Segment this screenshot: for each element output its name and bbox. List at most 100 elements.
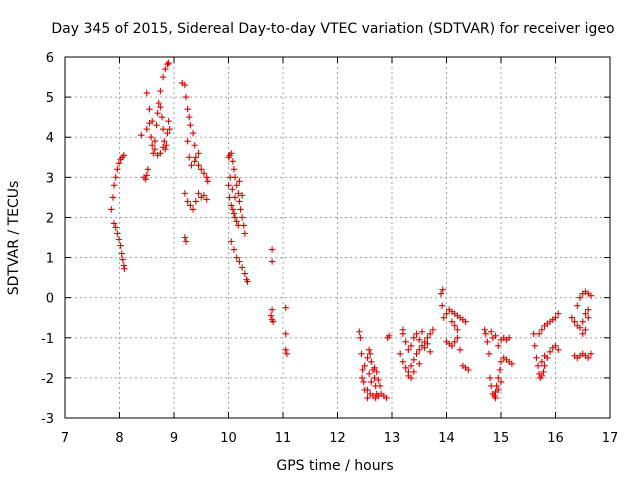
data-point	[576, 324, 584, 331]
data-point	[240, 222, 247, 229]
data-point	[495, 386, 502, 394]
series-group	[437, 286, 472, 374]
x-tick-label: 16	[547, 431, 564, 446]
data-point	[571, 318, 578, 325]
data-point	[186, 154, 193, 161]
data-point	[360, 378, 367, 386]
data-point	[233, 254, 240, 261]
y-tick-label: 4	[46, 131, 54, 146]
data-point	[117, 242, 124, 249]
data-point	[149, 142, 156, 149]
data-point	[231, 194, 239, 201]
data-point	[552, 342, 559, 349]
y-tick-label: -2	[41, 372, 54, 387]
data-point	[118, 250, 125, 257]
data-point	[482, 330, 489, 337]
data-point	[439, 286, 446, 293]
data-point	[155, 99, 162, 107]
data-point	[568, 314, 576, 321]
data-point	[552, 314, 559, 321]
data-point	[508, 360, 516, 368]
series-group	[108, 152, 128, 272]
data-point	[195, 190, 202, 197]
data-point	[229, 206, 237, 213]
y-tick-label: 2	[46, 211, 54, 226]
data-point	[154, 109, 161, 117]
data-point	[440, 314, 447, 321]
data-point	[574, 302, 581, 309]
data-point	[484, 338, 491, 345]
data-point	[426, 330, 434, 337]
data-point	[182, 93, 190, 101]
data-point	[164, 61, 171, 68]
data-point	[579, 318, 586, 325]
data-point	[486, 374, 494, 382]
data-point	[407, 374, 415, 382]
data-point	[151, 146, 159, 153]
data-point	[233, 218, 240, 225]
data-point	[359, 366, 366, 374]
data-point	[236, 258, 243, 265]
data-point	[357, 334, 364, 341]
data-point	[189, 130, 197, 137]
data-point	[166, 126, 173, 133]
x-tick-label: 17	[602, 431, 619, 446]
data-point	[181, 234, 189, 241]
y-tick-label: -3	[41, 412, 54, 427]
data-point	[143, 89, 150, 97]
data-point	[585, 306, 592, 313]
data-point	[364, 394, 371, 402]
data-point	[228, 150, 235, 157]
data-point	[110, 182, 118, 189]
y-tick-label: 3	[46, 171, 54, 186]
data-point	[268, 246, 276, 253]
data-point	[203, 196, 210, 203]
data-point	[282, 346, 289, 354]
data-point	[181, 81, 189, 89]
data-point	[383, 394, 390, 402]
data-point	[108, 206, 115, 213]
data-point	[109, 194, 117, 201]
data-point	[226, 174, 234, 181]
data-point	[587, 292, 595, 299]
data-point	[228, 238, 235, 245]
data-point	[230, 210, 238, 217]
data-point	[372, 394, 379, 402]
data-point	[413, 330, 420, 337]
series-group	[225, 150, 251, 285]
data-point	[487, 382, 495, 390]
data-point	[535, 330, 543, 337]
data-point	[407, 342, 415, 349]
data-point	[244, 278, 251, 285]
series-group	[267, 246, 291, 358]
data-point	[399, 326, 407, 333]
data-point	[144, 166, 152, 173]
data-point	[153, 121, 160, 129]
data-point	[238, 214, 246, 221]
data-point	[497, 378, 505, 386]
data-point	[160, 138, 168, 145]
data-point	[540, 368, 547, 376]
data-point	[487, 328, 495, 335]
data-point	[413, 350, 420, 358]
data-point	[492, 394, 499, 402]
data-point	[230, 246, 238, 253]
x-tick-label: 10	[220, 431, 237, 446]
data-point	[534, 362, 542, 370]
data-point	[191, 158, 198, 165]
data-point	[407, 362, 415, 370]
data-point	[143, 172, 150, 179]
data-point	[416, 346, 423, 354]
data-point	[231, 214, 239, 221]
data-point	[110, 220, 118, 227]
data-point	[203, 174, 210, 181]
data-point	[448, 342, 456, 349]
series-group	[568, 288, 595, 362]
data-point	[555, 310, 562, 317]
data-point	[456, 346, 464, 354]
data-point	[402, 364, 409, 372]
data-point	[396, 350, 404, 358]
data-point	[241, 230, 249, 237]
data-point	[142, 176, 149, 183]
data-point	[187, 202, 194, 209]
